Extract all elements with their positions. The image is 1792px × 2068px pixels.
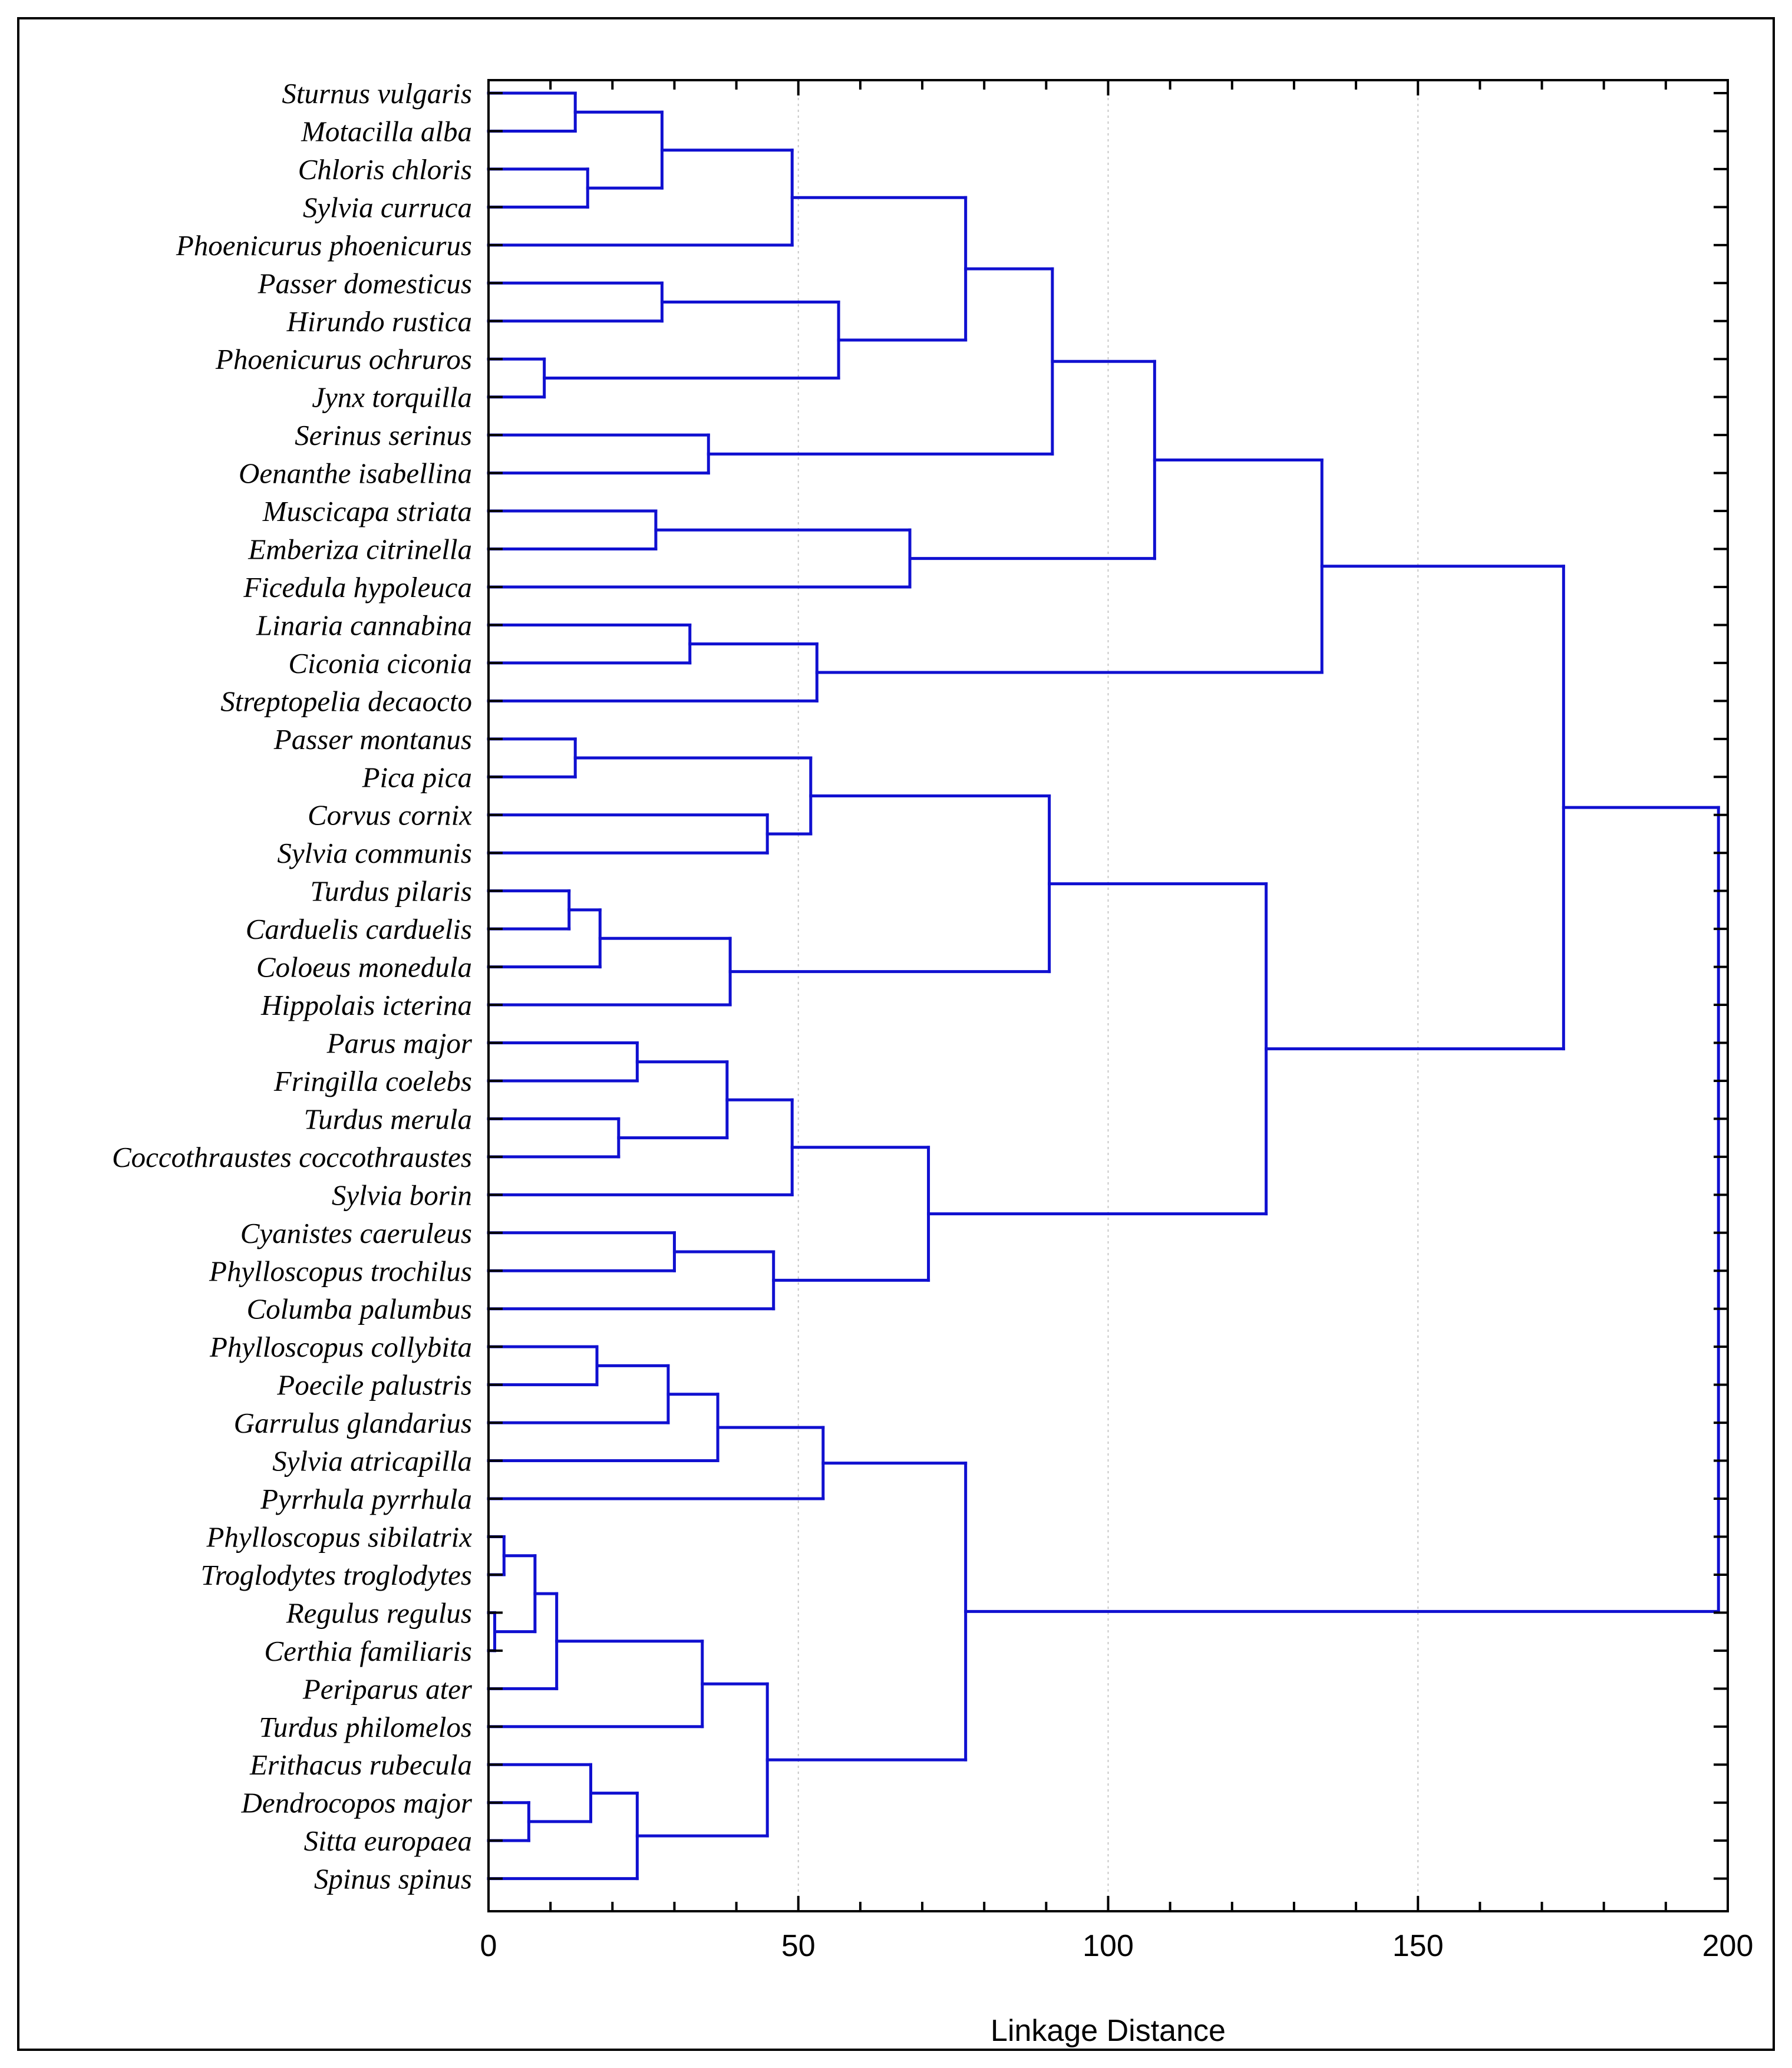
- figure-frame: Sturnus vulgaris Motacilla alba Chloris ch…: [17, 17, 1775, 2051]
- axis-ticks: [487, 80, 1729, 1911]
- species-label: Sylvia communis: [277, 837, 472, 869]
- species-label: Fringilla coelebs: [273, 1065, 472, 1097]
- species-label: Serinus serinus: [295, 419, 472, 451]
- species-label: Troglodytes troglodytes: [201, 1559, 473, 1591]
- x-tick-label-200: 200: [1702, 1929, 1754, 1963]
- dendrogram-tree: [487, 91, 1720, 1881]
- species-label: Certhia familiaris: [264, 1635, 472, 1667]
- species-label: Phoenicurus ochruros: [215, 343, 472, 375]
- species-label: Parus major: [326, 1027, 473, 1060]
- x-tick-label-50: 50: [781, 1929, 816, 1963]
- species-label: Phylloscopus sibilatrix: [206, 1521, 473, 1553]
- species-label: Passer montanus: [273, 723, 472, 756]
- species-label: Pyrrhula pyrrhula: [260, 1483, 472, 1515]
- species-label: Oenanthe isabellina: [239, 457, 472, 490]
- species-label: Jynx torquilla: [312, 381, 472, 414]
- species-label: Spinus spinus: [314, 1863, 472, 1895]
- grid-layer: [797, 80, 1419, 1911]
- species-labels: Sturnus vulgaris Motacilla alba Chloris ch…: [112, 77, 473, 1895]
- x-axis-tick-labels: 0 50 100 150 200: [480, 1929, 1754, 1963]
- species-label: Chloris chloris: [298, 153, 472, 186]
- species-label: Coloeus monedula: [256, 951, 472, 984]
- species-label: Sylvia borin: [332, 1179, 472, 1211]
- species-label: Periparus ater: [302, 1673, 473, 1705]
- x-tick-label-0: 0: [480, 1929, 497, 1963]
- x-tick-label-100: 100: [1083, 1929, 1134, 1963]
- species-label: Turdus philomelos: [259, 1711, 472, 1743]
- species-label: Carduelis carduelis: [246, 913, 472, 945]
- species-label: Turdus merula: [304, 1103, 472, 1135]
- species-label: Corvus cornix: [308, 799, 472, 832]
- dendrogram-chart: Sturnus vulgaris Motacilla alba Chloris ch…: [112, 77, 1754, 2048]
- species-label: Sitta europaea: [304, 1825, 472, 1857]
- species-label: Sylvia atricapilla: [272, 1445, 472, 1477]
- species-label: Columba palumbus: [246, 1293, 472, 1325]
- species-label: Erithacus rubecula: [249, 1749, 472, 1781]
- species-label: Hirundo rustica: [286, 305, 472, 338]
- species-label: Pica pica: [362, 761, 472, 793]
- species-label: Garrulus glandarius: [234, 1407, 472, 1439]
- species-label: Sylvia curruca: [303, 191, 472, 223]
- species-label: Phylloscopus trochilus: [209, 1255, 472, 1287]
- species-label: Dendrocopos major: [240, 1787, 472, 1819]
- species-label: Hippolais icterina: [260, 989, 472, 1021]
- species-label: Poecile palustris: [276, 1369, 472, 1401]
- species-label: Motacilla alba: [301, 115, 472, 147]
- species-label: Ficedula hypoleuca: [243, 571, 472, 603]
- species-label: Ciconia ciconia: [288, 647, 472, 680]
- species-label: Sturnus vulgaris: [282, 77, 472, 110]
- x-tick-label-150: 150: [1392, 1929, 1444, 1963]
- species-label: Phylloscopus collybita: [209, 1331, 472, 1363]
- species-label: Turdus pilaris: [310, 875, 472, 908]
- species-label: Cyanistes caeruleus: [240, 1217, 472, 1249]
- species-label: Emberiza citrinella: [247, 533, 472, 566]
- species-label: Muscicapa striata: [262, 495, 472, 527]
- species-label: Streptopelia decaocto: [220, 685, 472, 717]
- species-label: Linaria cannabina: [256, 609, 472, 641]
- species-label: Passer domesticus: [258, 267, 472, 299]
- species-label: Regulus regulus: [286, 1597, 472, 1629]
- x-axis-title: Linkage Distance: [991, 2014, 1226, 2048]
- species-label: Coccothraustes coccothraustes: [112, 1141, 472, 1173]
- species-label: Phoenicurus phoenicurus: [176, 229, 472, 262]
